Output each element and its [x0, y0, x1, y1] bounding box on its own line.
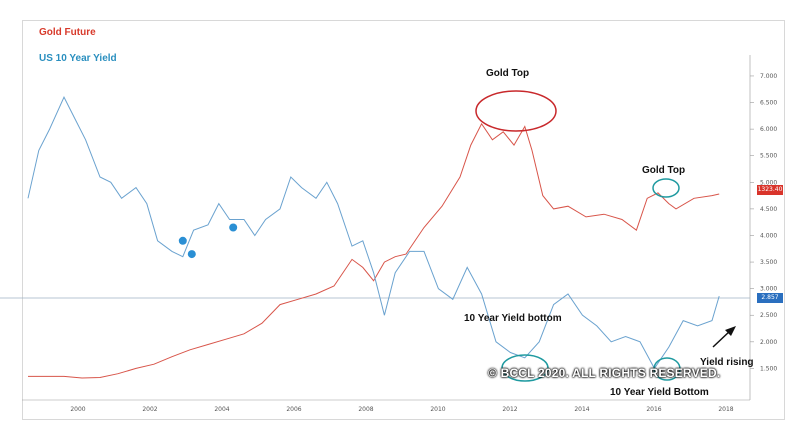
y-tick-label: 2.000 [760, 339, 777, 346]
x-tick-label: 2014 [574, 406, 589, 413]
yield-last-value-tag: 2.857 [757, 293, 783, 303]
y-tick-label: 4.500 [760, 206, 777, 213]
x-tick-label: 2002 [142, 406, 157, 413]
y-tick-label: 6.000 [760, 126, 777, 133]
plot-area-border [22, 20, 785, 420]
gold-last-value-tag: 1323.40 [757, 185, 783, 195]
series-line-gold-future [28, 122, 720, 379]
annotation-yield-bottom-1: 10 Year Yield bottom [464, 313, 562, 324]
y-tick-label: 3.000 [760, 286, 777, 293]
annotation-yield-rising: Yield rising [700, 357, 754, 368]
x-tick-label: 2018 [718, 406, 733, 413]
y-tick-label: 4.000 [760, 232, 777, 239]
yield-bottom-ellipse-2 [653, 357, 681, 381]
annotation-gold-top-1: Gold Top [486, 68, 530, 79]
x-tick-label: 2016 [646, 406, 661, 413]
gold-top-ellipse-1 [475, 90, 557, 132]
gold-top-ellipse-2 [652, 178, 680, 198]
x-tick-label: 2012 [502, 406, 517, 413]
event-marker-icon[interactable] [178, 236, 187, 245]
series-line-us-10-year-yield [27, 96, 720, 370]
y-tick-label: 5.500 [760, 153, 777, 160]
yield-bottom-ellipse-1 [501, 354, 549, 382]
y-tick-label: 2.500 [760, 312, 777, 319]
x-tick-label: 2004 [214, 406, 229, 413]
y-tick-label: 7.000 [760, 73, 777, 80]
event-marker-icon[interactable] [187, 250, 196, 259]
y-tick-label: 6.500 [760, 100, 777, 107]
copyright-watermark: © BCCL 2020. ALL RIGHTS RESERVED. [488, 366, 721, 380]
y-tick-label: 1.500 [760, 365, 777, 372]
legend-gold-future: Gold Future [39, 27, 96, 38]
y-tick-label: 5.000 [760, 179, 777, 186]
x-tick-label: 2008 [358, 406, 373, 413]
y-tick-label: 3.500 [760, 259, 777, 266]
annotation-gold-top-2: Gold Top [642, 165, 686, 176]
event-marker-icon[interactable] [229, 223, 238, 232]
yield-rising-arrowhead [725, 326, 736, 336]
annotation-yield-bottom-2: 10 Year Yield Bottom [610, 387, 709, 398]
x-tick-label: 2010 [430, 406, 445, 413]
x-tick-label: 2000 [70, 406, 85, 413]
legend-us-10-year-yield: US 10 Year Yield [39, 53, 117, 64]
x-tick-label: 2006 [286, 406, 301, 413]
